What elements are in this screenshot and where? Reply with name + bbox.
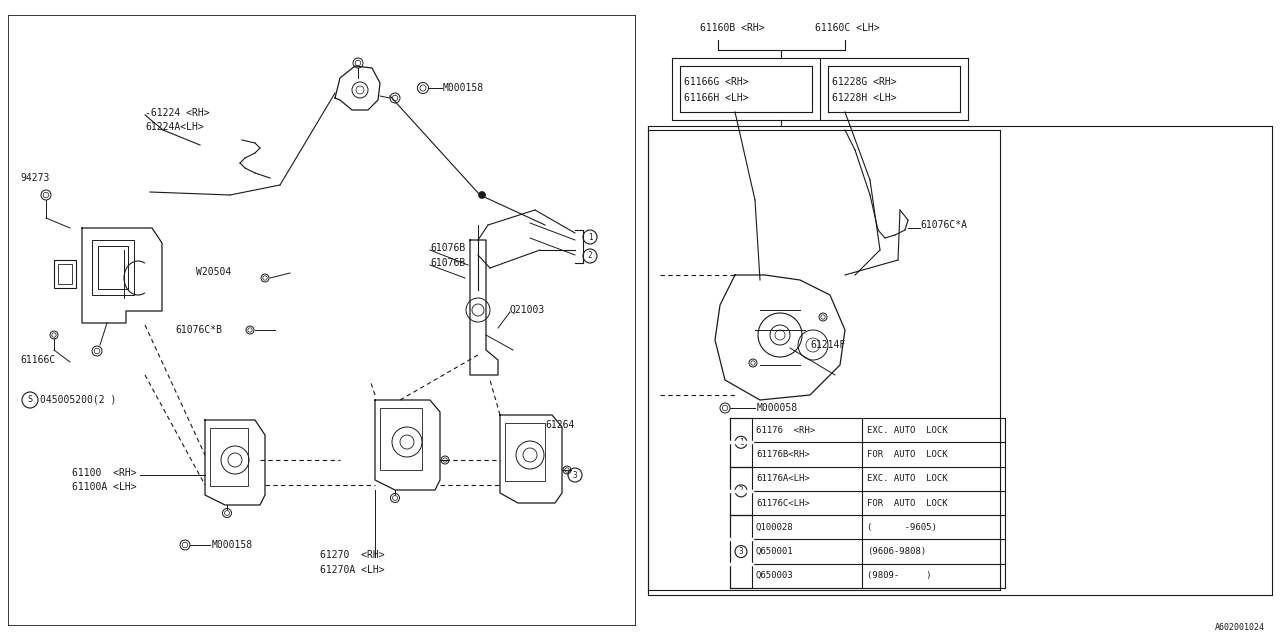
Text: 61100A <LH>: 61100A <LH> (72, 482, 137, 492)
Text: M000158: M000158 (443, 83, 484, 93)
Text: 94273: 94273 (20, 173, 50, 183)
Text: 61176  <RH>: 61176 <RH> (756, 426, 815, 435)
Text: 3: 3 (572, 470, 577, 479)
Text: 61176A<LH>: 61176A<LH> (756, 474, 810, 483)
Text: Q650001: Q650001 (756, 547, 794, 556)
Text: EXC. AUTO  LOCK: EXC. AUTO LOCK (867, 474, 947, 483)
Text: (9606-9808): (9606-9808) (867, 547, 927, 556)
Bar (58, 264, 72, 284)
Circle shape (479, 191, 485, 198)
Text: 2: 2 (588, 252, 593, 260)
Bar (92, 240, 134, 295)
Text: Q650003: Q650003 (756, 572, 794, 580)
Text: 61160C <LH>: 61160C <LH> (815, 23, 879, 33)
Text: 61264: 61264 (545, 420, 575, 430)
Text: 1: 1 (588, 232, 593, 241)
Bar (506, 423, 545, 481)
Text: EXC. AUTO  LOCK: EXC. AUTO LOCK (867, 426, 947, 435)
Text: (9809-     ): (9809- ) (867, 572, 932, 580)
Text: S: S (27, 396, 32, 404)
Text: 1: 1 (739, 438, 744, 447)
Text: Q100028: Q100028 (756, 523, 794, 532)
Text: 61270  <RH>: 61270 <RH> (320, 550, 384, 560)
Text: 61176C<LH>: 61176C<LH> (756, 499, 810, 508)
Text: 61166G <RH>: 61166G <RH> (684, 77, 749, 87)
Text: 045005200(2 ): 045005200(2 ) (40, 395, 116, 405)
Text: 61270A <LH>: 61270A <LH> (320, 565, 384, 575)
Text: 3: 3 (739, 547, 744, 556)
Bar (210, 428, 248, 486)
Text: 61076C*A: 61076C*A (920, 220, 966, 230)
Text: (      -9605): ( -9605) (867, 523, 937, 532)
Text: Q21003: Q21003 (509, 305, 545, 315)
Text: 61160B <RH>: 61160B <RH> (700, 23, 764, 33)
Bar (380, 408, 422, 470)
Text: M000058: M000058 (756, 403, 799, 413)
Text: A602001024: A602001024 (1215, 623, 1265, 632)
Text: 61214F: 61214F (810, 340, 845, 350)
Text: 2: 2 (739, 486, 744, 495)
Text: 61228H <LH>: 61228H <LH> (832, 93, 896, 103)
Text: -61224 <RH>: -61224 <RH> (145, 108, 210, 118)
Text: FOR  AUTO  LOCK: FOR AUTO LOCK (867, 499, 947, 508)
Text: 61076B: 61076B (430, 258, 465, 268)
Text: FOR  AUTO  LOCK: FOR AUTO LOCK (867, 450, 947, 459)
Text: 61228G <RH>: 61228G <RH> (832, 77, 896, 87)
Text: 61100  <RH>: 61100 <RH> (72, 468, 137, 478)
Text: W20504: W20504 (196, 267, 232, 277)
Text: 61076C*B: 61076C*B (175, 325, 221, 335)
Bar (99, 246, 128, 289)
Text: M000158: M000158 (212, 540, 253, 550)
Bar (54, 260, 76, 288)
Text: 61076B: 61076B (430, 243, 465, 253)
Text: 61166H <LH>: 61166H <LH> (684, 93, 749, 103)
Text: 61224A<LH>: 61224A<LH> (145, 122, 204, 132)
Text: 61176B<RH>: 61176B<RH> (756, 450, 810, 459)
Text: 61166C: 61166C (20, 355, 55, 365)
